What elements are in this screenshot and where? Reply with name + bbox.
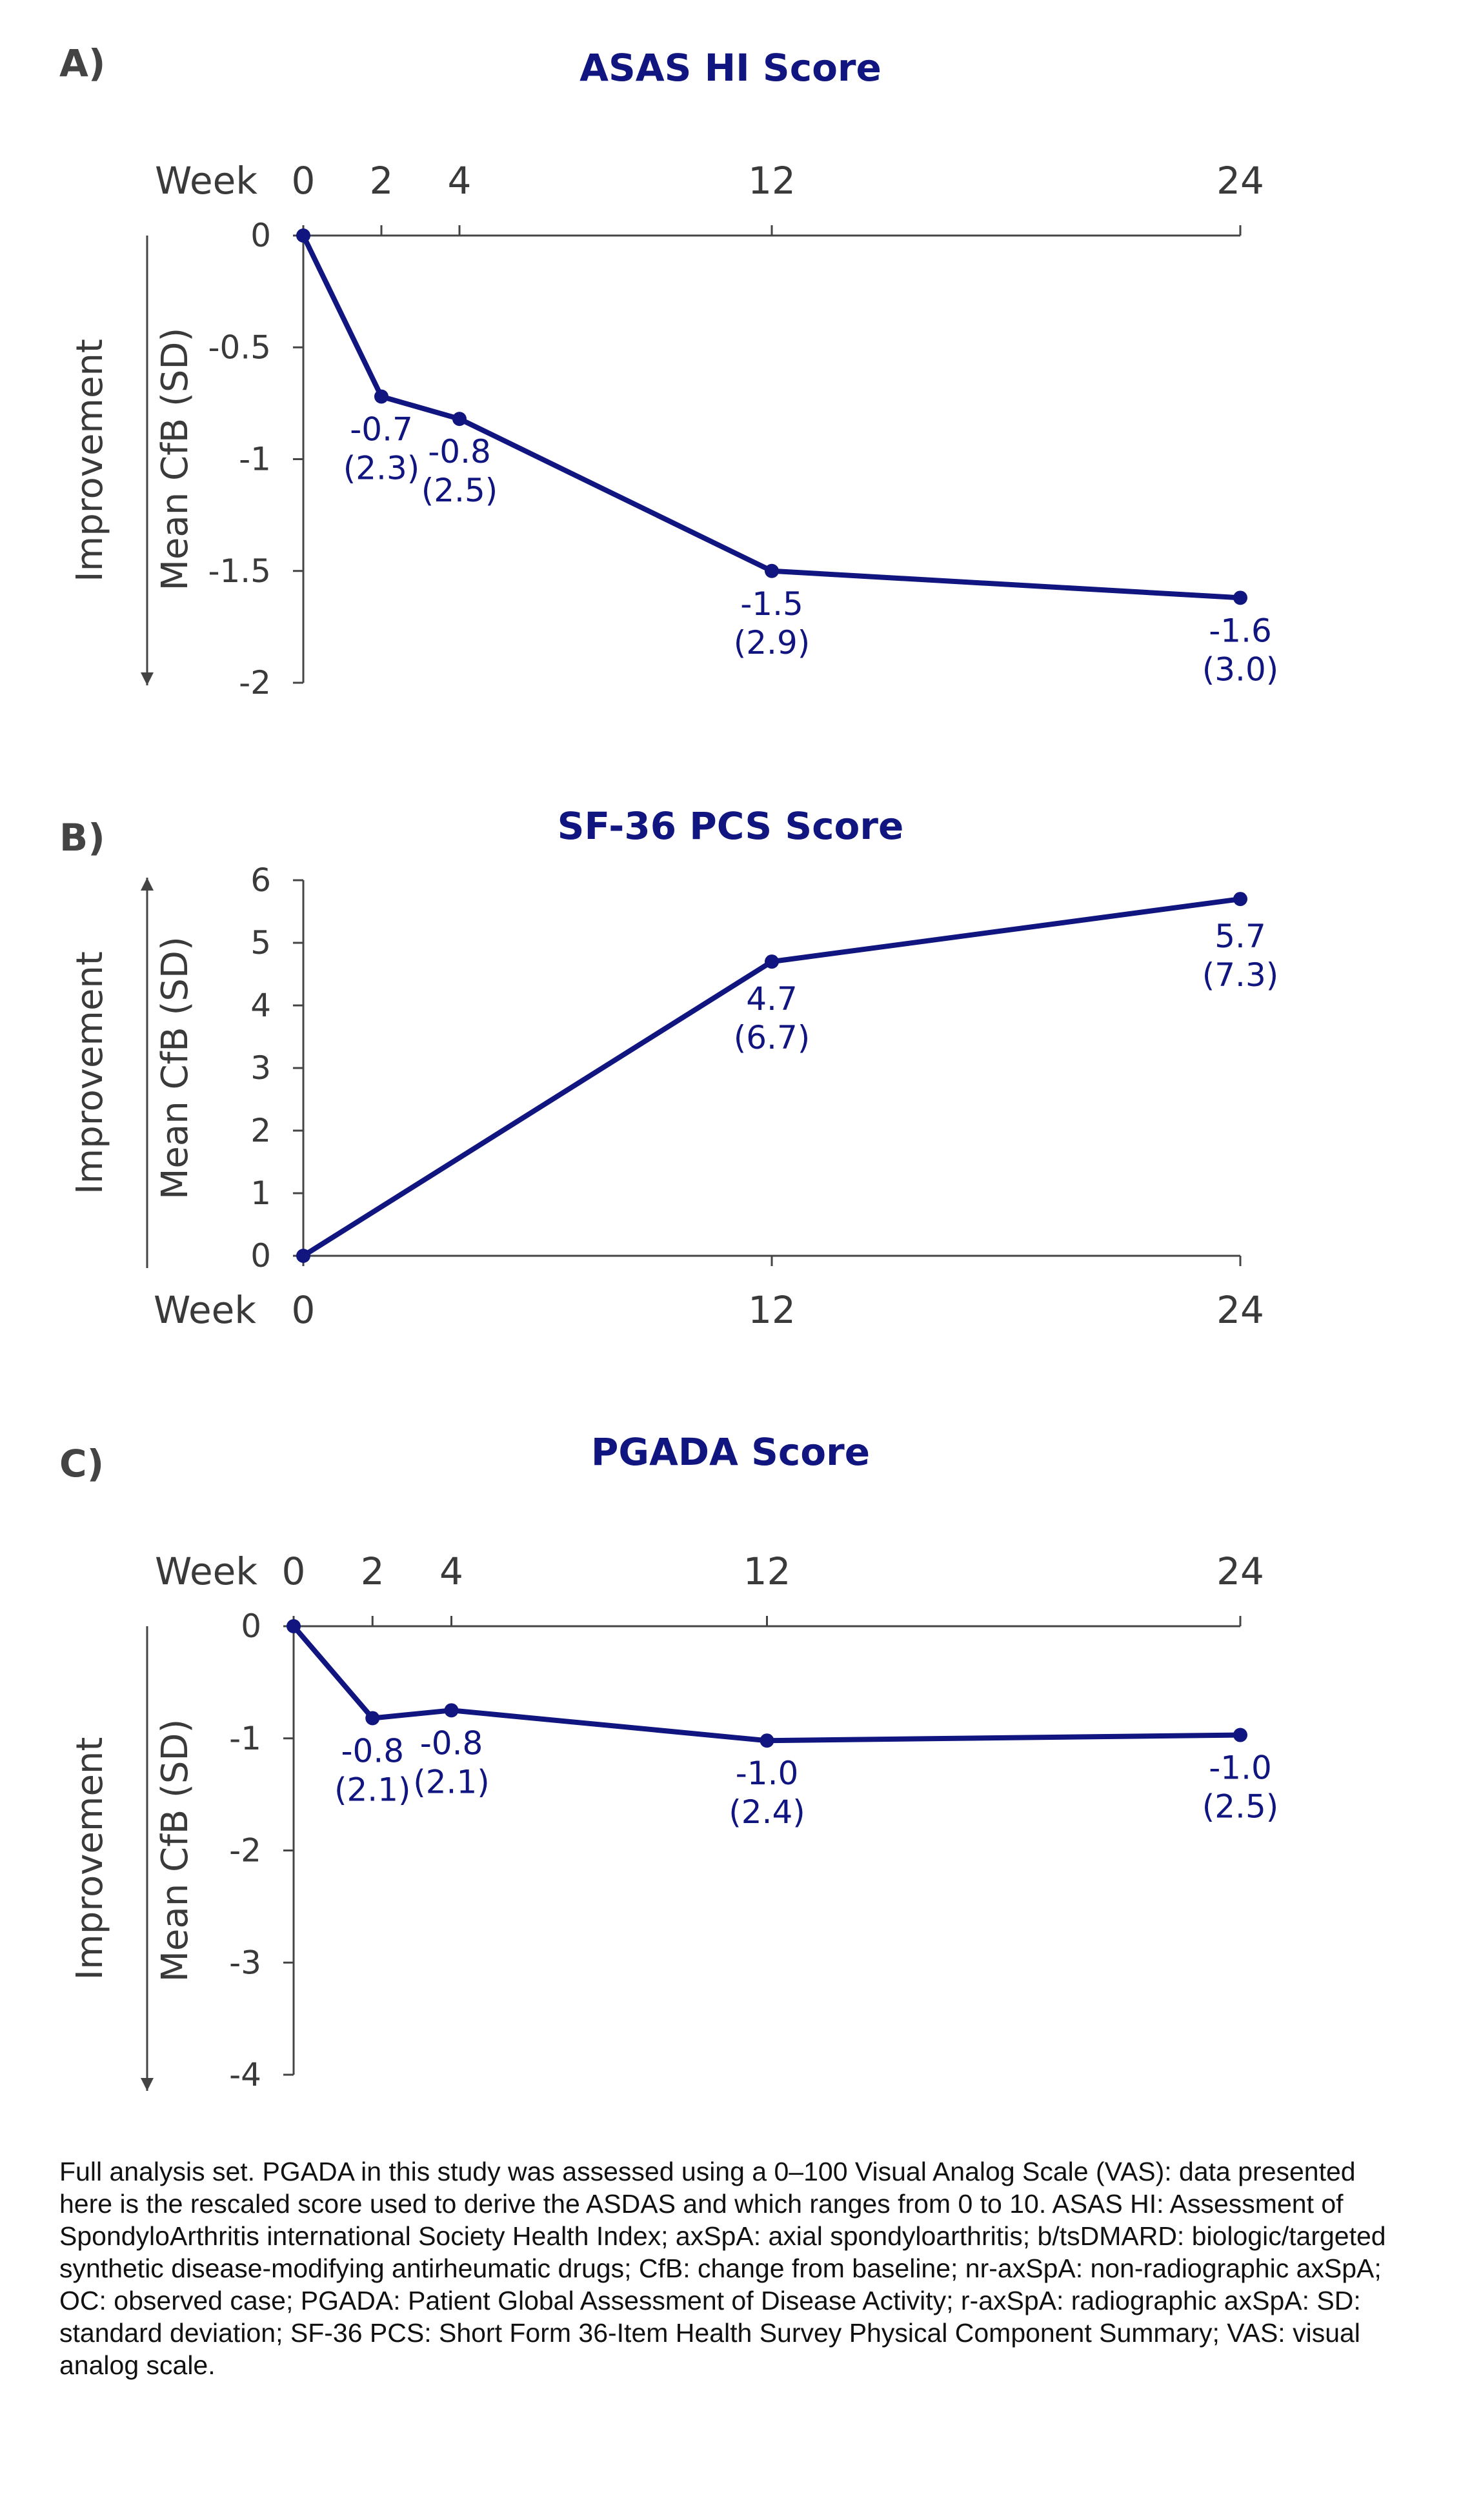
data-label-sd: (2.5) [421,472,498,509]
data-label-mean: -1.6 [1209,612,1272,649]
x-tick-label: 12 [743,1549,791,1593]
chart-title: SF-36 PCS Score [558,804,904,848]
x-axis-word: Week [155,159,257,203]
y-tick-label: 1 [250,1174,271,1212]
x-tick-label: 4 [439,1549,463,1593]
x-tick-label: 2 [361,1549,385,1593]
x-axis-word: Week [154,1288,256,1332]
panel-label: A) [59,41,105,85]
improvement-arrow-head-up [141,878,154,891]
x-tick-label: 2 [370,159,394,203]
y-tick-label: 3 [250,1049,271,1087]
data-label-mean: -0.8 [428,433,491,470]
panel-label: B) [59,816,105,860]
improvement-label: Improvement [69,339,111,582]
data-point [765,563,779,578]
data-point [1233,1728,1247,1742]
data-label-sd: (6.7) [734,1019,811,1056]
data-point [287,1619,301,1633]
data-label-mean: -1.0 [736,1755,799,1792]
data-label-mean: 4.7 [746,980,798,1018]
data-label-sd: (2.1) [413,1763,490,1800]
series-line [291,1624,1241,1744]
chart-title: ASAS HI Score [579,46,882,90]
y-tick-label: -3 [229,1944,261,1981]
data-point [765,954,779,969]
footnote: Full analysis set. PGADA in this study w… [59,2157,1386,2380]
y-axis-label: Mean CfB (SD) [154,936,196,1200]
data-label-sd: (2.9) [734,624,811,661]
data-label-mean: -1.5 [740,585,803,623]
data-label-sd: (2.3) [343,449,420,487]
chart-title: PGADA Score [591,1430,870,1474]
y-tick-label: -2 [239,664,271,701]
data-label-sd: (2.4) [729,1793,805,1831]
y-tick-label: -0.5 [208,328,271,366]
data-point [1233,590,1247,605]
y-tick-label: 4 [250,987,271,1024]
y-tick-label: -4 [229,2056,261,2093]
x-tick-label: 24 [1216,1549,1264,1593]
improvement-label: Improvement [69,951,111,1194]
y-axis-label: Mean CfB (SD) [154,328,196,591]
data-label-mean: -1.0 [1209,1749,1272,1787]
data-label-mean: 5.7 [1214,918,1266,955]
y-tick-label: 0 [241,1608,261,1645]
data-point [452,412,467,427]
data-label-mean: -0.7 [350,410,413,448]
y-tick-label: 6 [250,862,271,899]
x-axis-word: Week [155,1549,257,1593]
x-tick-label: 4 [448,159,472,203]
improvement-arrow-head-down [141,2078,154,2091]
data-point [760,1733,774,1748]
panel-label: C) [59,1442,104,1486]
x-tick-label: 0 [282,1549,306,1593]
y-tick-label: -1 [239,441,271,478]
data-label-sd: (7.3) [1202,956,1279,994]
x-tick-label: 0 [292,1288,316,1332]
y-tick-label: 5 [250,924,271,962]
x-tick-label: 12 [748,159,796,203]
y-tick-label: -1 [229,1720,261,1757]
x-tick-label: 0 [292,159,316,203]
y-axis-label: Mean CfB (SD) [154,1719,196,1982]
data-point [374,389,388,404]
data-label-mean: -0.8 [420,1724,483,1762]
data-point [365,1711,380,1726]
data-point [296,1249,310,1263]
x-tick-label: 24 [1216,1288,1264,1332]
series-line [301,896,1241,1258]
y-tick-label: 2 [250,1112,271,1149]
y-tick-label: -1.5 [208,552,271,590]
data-point [296,228,310,243]
series-line [301,234,1241,601]
data-label-sd: (2.1) [334,1771,411,1808]
x-tick-label: 12 [748,1288,796,1332]
data-point [444,1703,459,1718]
data-label-sd: (2.5) [1202,1788,1279,1826]
data-point [1233,892,1247,907]
y-tick-label: -2 [229,1832,261,1870]
y-tick-label: 0 [250,1237,271,1275]
x-tick-label: 24 [1216,159,1264,203]
improvement-label: Improvement [69,1737,111,1981]
data-label-sd: (3.0) [1202,650,1279,688]
data-label-mean: -0.8 [341,1732,404,1769]
improvement-arrow-head-down [141,672,154,685]
y-tick-label: 0 [250,217,271,254]
